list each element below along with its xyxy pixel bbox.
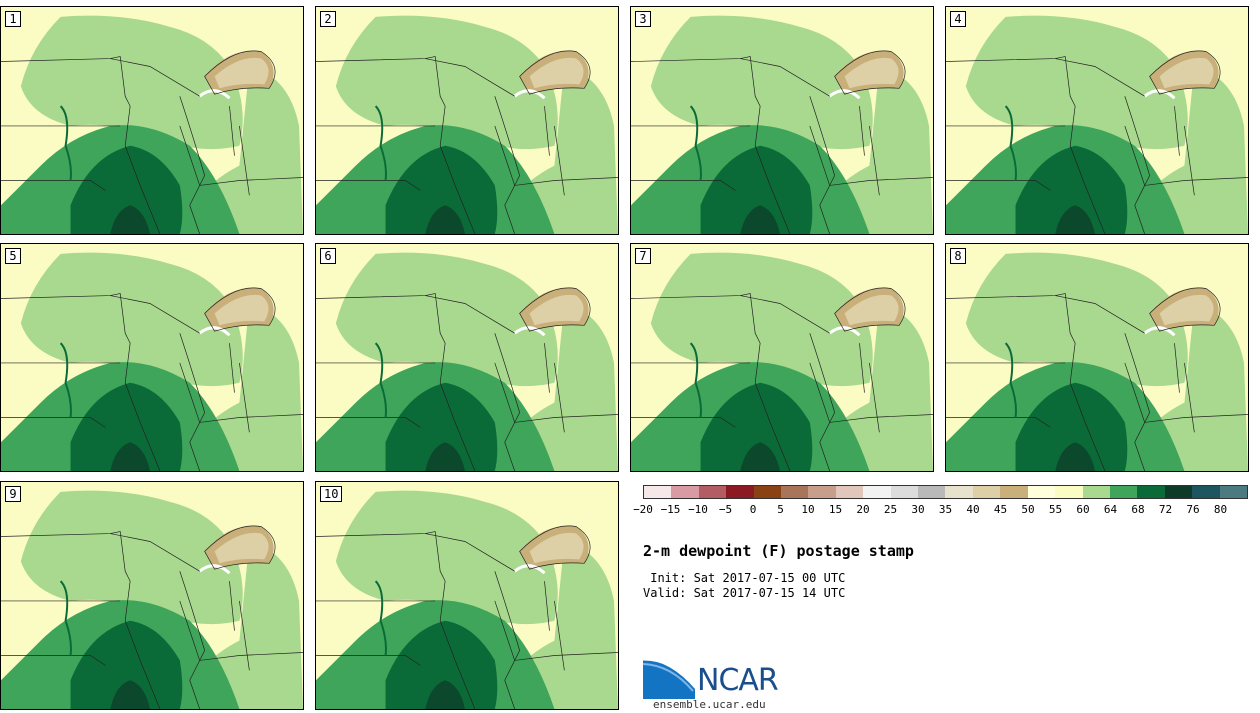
colorbar-swatch [1109,486,1138,498]
colorbar-tick-label: 25 [883,503,898,516]
colorbar-swatch [781,486,809,498]
colorbar-swatch [1055,486,1083,498]
colorbar-tick-label: 5 [777,503,784,516]
panel-number-label: 8 [950,248,966,264]
panel-number-label: 3 [635,11,651,27]
panel-number-label: 5 [5,248,21,264]
colorbar-tick-label: 76 [1186,503,1200,516]
map-panel: 8 [945,243,1249,472]
ncar-logo-text: NCAR [697,663,779,698]
colorbar-swatch [1219,486,1247,498]
colorbar-tick-label: −10 [688,503,708,516]
panel-number-label: 2 [320,11,336,27]
site-url: ensemble.ucar.edu [653,698,766,711]
map-panel: 5 [0,243,304,472]
valid-time: Valid: Sat 2017-07-15 14 UTC [643,586,846,600]
panel-number-label: 9 [5,486,21,502]
map-panel: 10 [315,481,619,710]
colorbar-tick-label: −20 [633,503,653,516]
map-panel: 7 [630,243,934,472]
colorbar-swatch [835,486,864,498]
page-title: 2-m dewpoint (F) postage stamp [643,542,914,560]
colorbar-tick-label: 0 [749,503,757,516]
panel-number-label: 6 [320,248,336,264]
colorbar-tick-label: 64 [1103,503,1118,516]
map-panel: 2 [315,6,619,235]
colorbar-swatch [1164,486,1193,498]
colorbar-swatch [753,486,782,498]
colorbar-tick-label: 72 [1158,503,1173,516]
colorbar-tick-label: 45 [993,503,1008,516]
colorbar-tick-label: 68 [1131,503,1145,516]
panel-number-label: 7 [635,248,651,264]
colorbar-swatch [644,486,672,498]
colorbar-swatch [945,486,973,498]
ncar-logo-icon [643,657,697,699]
colorbar-swatch [1000,486,1028,498]
colorbar-tick-label: 80 [1213,503,1228,516]
colorbar-tick-label: 35 [938,503,953,516]
dewpoint-colorbar [643,485,1248,499]
colorbar-tick-label: 10 [801,503,815,516]
colorbar-swatch [1192,486,1220,498]
colorbar-tick-label: 20 [856,503,870,516]
colorbar-swatch [972,486,1001,498]
colorbar-tick-label: −15 [660,503,681,516]
colorbar-swatch [1082,486,1110,498]
colorbar-swatch [863,486,891,498]
init-time: Init: Sat 2017-07-15 00 UTC [643,571,846,585]
colorbar-swatch [808,486,836,498]
colorbar-tick-label: −5 [718,503,733,516]
panel-number-label: 4 [950,11,966,27]
map-panel: 6 [315,243,619,472]
colorbar-labels: −20 −15 −10 −5 0 5 10 15 20 25 30 35 40 45 50 55 60 64 68 7… [633,503,1248,517]
colorbar-swatch [671,486,699,498]
colorbar-swatch [726,486,754,498]
colorbar-swatch [890,486,919,498]
panel-number-label: 10 [320,486,343,502]
map-panel: 4 [945,6,1249,235]
map-panel: 3 [630,6,934,235]
map-panel: 9 [0,481,304,710]
colorbar-swatch [698,486,727,498]
colorbar-tick-label: 40 [966,503,980,516]
colorbar-tick-label: 15 [828,503,843,516]
colorbar-swatch [918,486,946,498]
map-panel: 1 [0,6,304,235]
colorbar-tick-label: 30 [911,503,925,516]
colorbar-tick-label: 55 [1048,503,1063,516]
colorbar-tick-label: 60 [1076,503,1090,516]
colorbar-swatch [1027,486,1056,498]
panel-number-label: 1 [5,11,21,27]
colorbar-tick-label: 50 [1021,503,1035,516]
colorbar-swatch [1137,486,1165,498]
